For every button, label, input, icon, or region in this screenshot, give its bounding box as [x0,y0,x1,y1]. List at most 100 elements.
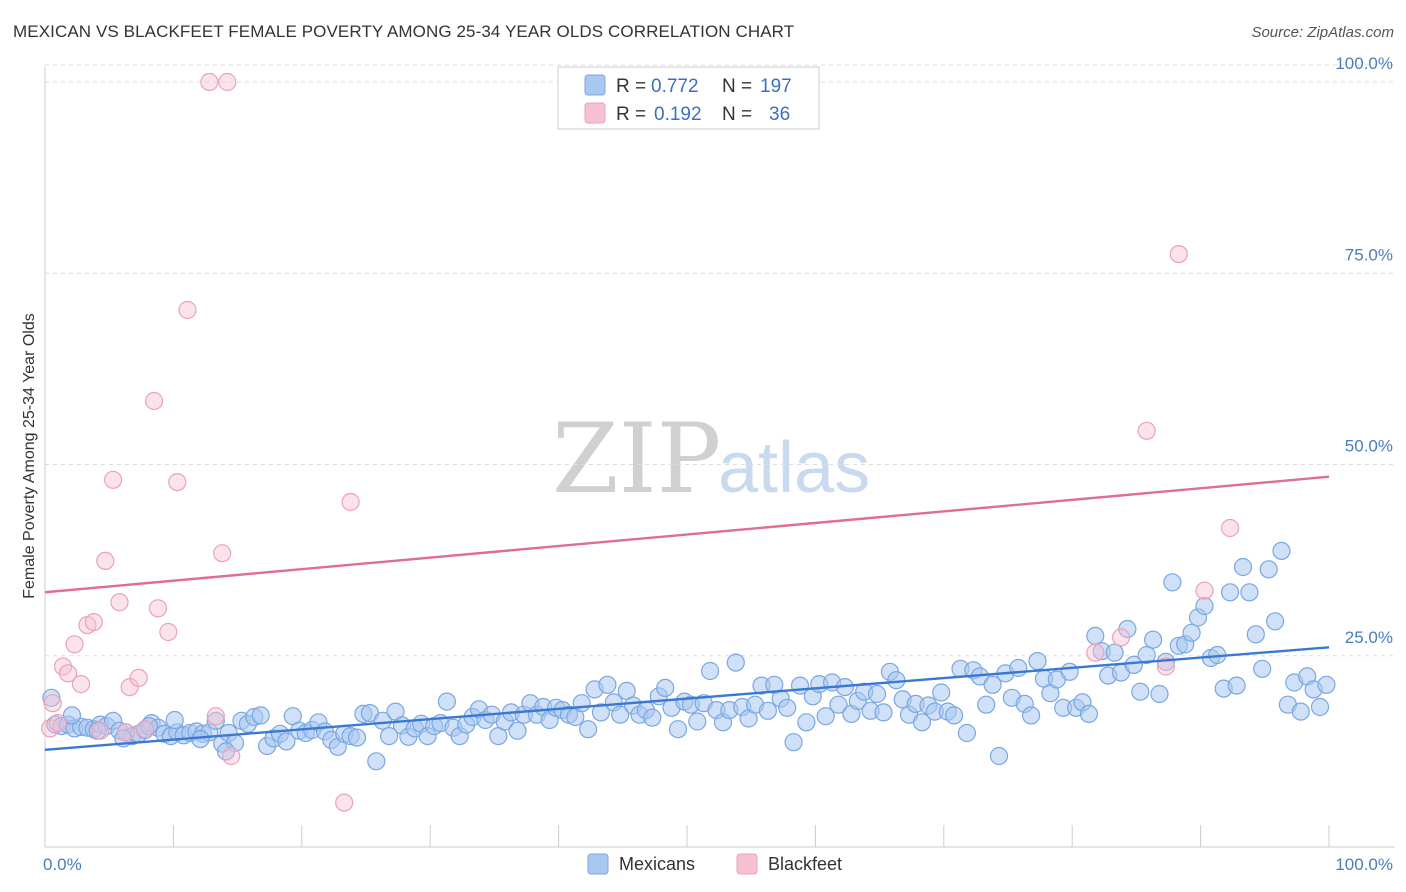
watermark: ZIP atlas [552,403,870,515]
blackfeet-point-4 [58,664,78,683]
y-tick-label-50: 50.0% [1345,437,1393,456]
mexicans-legend-swatch [584,74,606,96]
blackfeet-point-24 [213,544,232,563]
mexicans-point-139 [932,683,951,702]
legend-n-label-1: N = [722,76,752,97]
mexicans-point-26 [206,711,225,730]
y-axis-label: Female Poverty Among 25-34 Year Olds [21,313,38,599]
mexicans-point-148 [989,746,1009,766]
blackfeet-point-12 [110,593,129,612]
legend-r-label-2: R = [616,104,646,125]
blackfeet-point-23 [206,707,225,726]
blackfeet-point-30 [1111,628,1131,647]
legend-swatch-blackfeet [736,853,758,875]
blackfeet-legend-swatch [584,102,606,124]
y-tick-labels: 25.0% 50.0% 75.0% 100.0% [1335,54,1393,647]
trend-lines [44,475,1330,752]
blackfeet-point-27 [335,793,354,812]
legend-n-label-2: N = [722,104,752,125]
blackfeet-point-9 [91,721,110,740]
mexicans-point-96 [656,678,675,698]
blackfeet-point-6 [71,674,91,694]
mexicans-point-175 [1163,573,1182,592]
mexicans-point-52 [373,711,392,730]
mexicans-point-146 [977,695,996,714]
blackfeet-point-29 [1086,643,1105,662]
x-tick-label-0: 0.0% [43,855,82,874]
x-tick-label-100: 100.0% [1335,855,1393,874]
mexicans-point-83 [572,694,591,713]
blackfeet-point-25 [222,746,241,766]
mexicans-point-199 [1317,675,1336,694]
mexicans-point-151 [1009,658,1028,678]
blackfeet-point-15 [129,668,148,688]
mexicans-point-180 [1195,596,1214,616]
mexicans-point-132 [887,671,906,690]
mexicans-point-89 [611,705,630,724]
mexicans-point-173 [1150,684,1169,704]
mexicans-point-162 [1079,704,1099,724]
chart-title: MEXICAN VS BLACKFEET FEMALE POVERTY AMON… [13,22,795,41]
mexicans-point-189 [1253,659,1272,678]
mexicans-point-130 [874,703,893,722]
mexicans-point-116 [784,733,803,752]
mexicans-point-62 [437,692,456,711]
blackfeet-point-22 [200,72,219,92]
mexicans-point-98 [668,720,688,739]
legend-n-value-1: 197 [760,76,792,97]
blackfeet-trend-line [44,475,1330,594]
grid [45,64,1395,657]
mexicans-point-136 [912,713,932,732]
axes [44,67,1395,848]
blackfeet-point-17 [145,391,164,411]
mexicans-point-185 [1227,676,1246,695]
blackfeet-point-2 [48,713,67,733]
mexicans-point-73 [508,721,527,740]
mexicans-point-200 [62,706,82,725]
mexicans-point-101 [688,712,707,731]
blackfeet-point-28 [341,492,360,512]
mexicans-point-33 [251,706,270,725]
mexicans-point-170 [1131,682,1150,701]
mexicans-point-172 [1143,630,1163,649]
legend-n-value-2: 36 [769,104,790,125]
series-legend: Mexicans Blackfeet [587,853,842,875]
mexicans-point-169 [1124,655,1143,675]
blackfeet-point-5 [65,635,84,654]
mexicans-point-141 [944,706,964,725]
mexicans-point-94 [643,708,662,727]
mexicans-point-37 [277,732,296,751]
blackfeet-point-16 [136,720,155,739]
mexicans-point-204 [165,710,184,730]
y-tick-label-100: 100.0% [1335,54,1393,73]
mexicans-point-198 [1310,697,1330,717]
stats-legend: R = 0.772 N = 197 R = 0.192 N = 36 [557,66,820,130]
legend-label-blackfeet: Blackfeet [768,854,842,874]
mexicans-point-192 [1272,541,1291,561]
mexicans-point-121 [816,707,835,726]
mexicans-point-171 [1137,645,1156,665]
mexicans-point-129 [867,684,887,704]
mexicans-point-159 [1060,662,1079,681]
mexicans-point-195 [1291,702,1310,721]
mexicans-point-154 [1028,651,1047,671]
mexicans-point-187 [1240,583,1259,602]
blackfeet-point-21 [178,300,197,320]
mexicans-point-184 [1220,583,1240,602]
legend-r-label-1: R = [616,76,646,97]
blackfeet-point-19 [159,622,178,642]
y-tick-label-75: 75.0% [1345,245,1393,264]
mexicans-point-143 [957,723,977,743]
mexicans-point-190 [1259,560,1278,579]
mexicans-point-112 [758,701,778,720]
blackfeet-point-10 [96,551,115,571]
y-tick-label-25: 25.0% [1345,628,1393,647]
mexicans-point-48 [347,728,367,747]
blackfeet-points [40,72,1240,812]
mexicans-point-147 [983,675,1002,694]
mexicans-trend-line [44,646,1330,752]
blackfeet-point-8 [84,612,103,632]
mexicans-point-103 [700,661,720,681]
blackfeet-point-1 [43,694,62,713]
